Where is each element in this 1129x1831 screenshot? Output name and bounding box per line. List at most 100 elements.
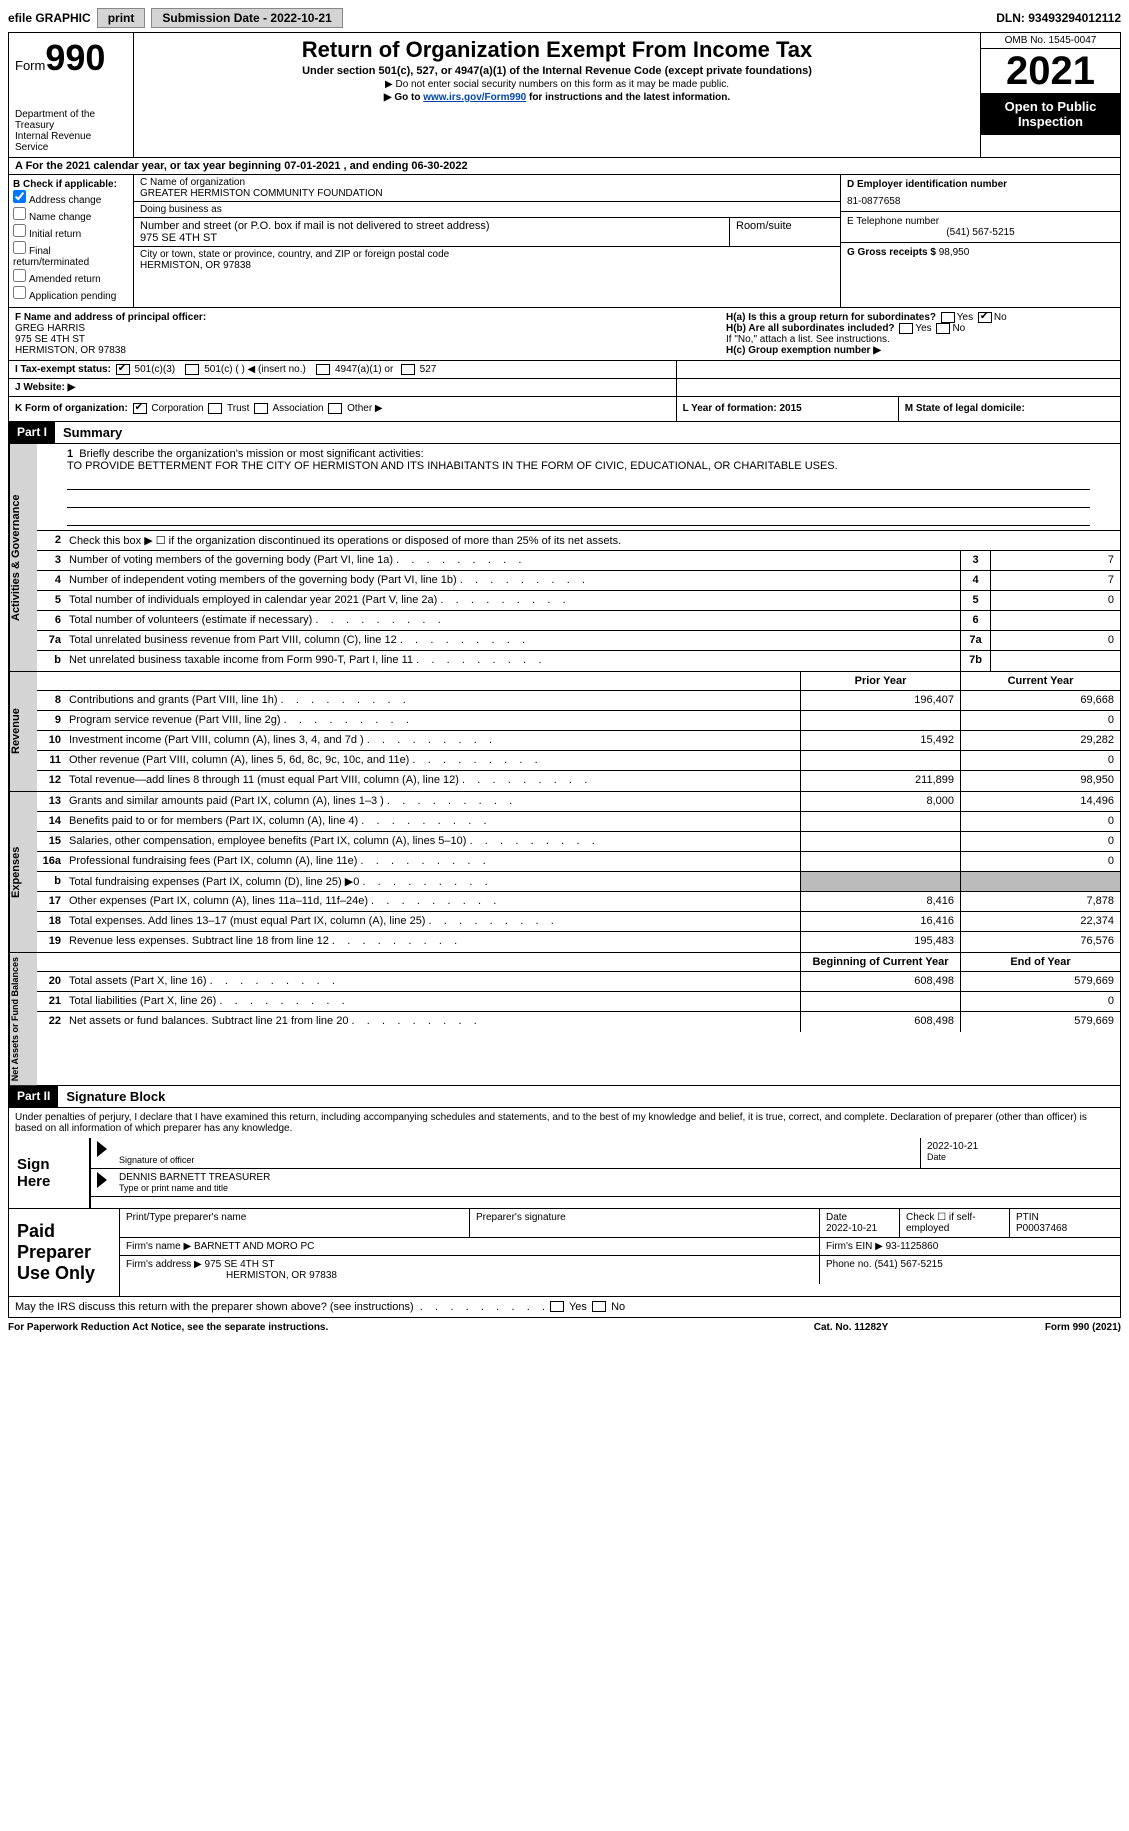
efile-label: efile GRAPHIC bbox=[8, 11, 91, 25]
c-name-label: C Name of organization bbox=[140, 177, 834, 188]
f-label: F Name and address of principal officer: bbox=[15, 312, 714, 323]
may-yes[interactable] bbox=[550, 1301, 564, 1312]
tab-revenue: Revenue bbox=[9, 672, 37, 791]
b-label: B Check if applicable: bbox=[13, 179, 129, 190]
form-number: Form990 bbox=[15, 37, 127, 79]
room-label: Room/suite bbox=[730, 218, 840, 246]
form-ref: Form 990 (2021) bbox=[941, 1322, 1121, 1333]
firm-name: BARNETT AND MORO PC bbox=[194, 1241, 314, 1252]
summary-line: 18 Total expenses. Add lines 13–17 (must… bbox=[37, 912, 1120, 932]
may-no[interactable] bbox=[592, 1301, 606, 1312]
hc-line: H(c) Group exemption number ▶ bbox=[726, 345, 1114, 356]
row-j-website: J Website: ▶ bbox=[9, 379, 676, 396]
chk-corp[interactable] bbox=[133, 403, 147, 414]
prep-self-employed: Check ☐ if self-employed bbox=[900, 1209, 1010, 1237]
sign-here-label: Sign Here bbox=[9, 1138, 89, 1208]
summary-line: b Net unrelated business taxable income … bbox=[37, 651, 1120, 671]
ptin-label: PTIN bbox=[1016, 1212, 1039, 1223]
paperwork-notice: For Paperwork Reduction Act Notice, see … bbox=[8, 1322, 761, 1333]
paid-preparer-label: Paid Preparer Use Only bbox=[9, 1209, 119, 1296]
chk-other[interactable] bbox=[328, 403, 342, 414]
tel-label: E Telephone number bbox=[847, 216, 1114, 227]
dept-treasury: Department of the Treasury bbox=[15, 109, 127, 131]
part1-header: Part I bbox=[9, 422, 55, 443]
chk-4947[interactable] bbox=[316, 364, 330, 375]
open-inspection: Open to Public Inspection bbox=[981, 93, 1120, 135]
firm-name-label: Firm's name ▶ bbox=[126, 1241, 191, 1252]
hb-yes[interactable] bbox=[899, 323, 913, 334]
firm-addr-label: Firm's address ▶ bbox=[126, 1259, 202, 1270]
hb-line: H(b) Are all subordinates included? Yes … bbox=[726, 323, 1114, 334]
col-beginning: Beginning of Current Year bbox=[800, 953, 960, 971]
org-city: HERMISTON, OR 97838 bbox=[140, 260, 834, 271]
hb-note: If "No," attach a list. See instructions… bbox=[726, 334, 1114, 345]
row-f-h: F Name and address of principal officer:… bbox=[8, 308, 1121, 361]
ein-value: 81-0877658 bbox=[847, 196, 1114, 207]
row-hc-cont bbox=[676, 361, 1120, 378]
part2-header: Part II bbox=[9, 1086, 58, 1107]
officer-printed-name: DENNIS BARNETT TREASURER bbox=[119, 1172, 1114, 1183]
ssn-warning: ▶ Do not enter social security numbers o… bbox=[142, 79, 972, 90]
row-m-domicile: M State of legal domicile: bbox=[898, 397, 1120, 420]
print-button[interactable]: print bbox=[97, 8, 146, 28]
row-i: I Tax-exempt status: 501(c)(3) 501(c) ( … bbox=[9, 361, 676, 378]
chk-name-change[interactable]: Name change bbox=[13, 207, 129, 223]
summary-line: 3 Number of voting members of the govern… bbox=[37, 551, 1120, 571]
summary-line: 6 Total number of volunteers (estimate i… bbox=[37, 611, 1120, 631]
ptin-value: P00037468 bbox=[1016, 1223, 1067, 1234]
summary-line: 13 Grants and similar amounts paid (Part… bbox=[37, 792, 1120, 812]
sig-officer-label: Signature of officer bbox=[119, 1155, 914, 1165]
prep-date-label: Date bbox=[826, 1212, 847, 1223]
firm-addr2: HERMISTON, OR 97838 bbox=[226, 1270, 337, 1281]
summary-line: 17 Other expenses (Part IX, column (A), … bbox=[37, 892, 1120, 912]
chk-trust[interactable] bbox=[208, 403, 222, 414]
section-b-through-g: B Check if applicable: Address change Na… bbox=[8, 175, 1121, 308]
prep-sig-label: Preparer's signature bbox=[476, 1212, 566, 1223]
summary-line: 4 Number of independent voting members o… bbox=[37, 571, 1120, 591]
firm-phone-label: Phone no. bbox=[826, 1259, 872, 1270]
chk-final-return[interactable]: Final return/terminated bbox=[13, 241, 129, 268]
summary-line: b Total fundraising expenses (Part IX, c… bbox=[37, 872, 1120, 892]
tab-expenses: Expenses bbox=[9, 792, 37, 952]
part2-title: Signature Block bbox=[58, 1086, 173, 1107]
chk-amended-return[interactable]: Amended return bbox=[13, 269, 129, 285]
sig-date-value: 2022-10-21 bbox=[927, 1141, 1114, 1152]
summary-line: 7a Total unrelated business revenue from… bbox=[37, 631, 1120, 651]
ha-yes[interactable] bbox=[941, 312, 955, 323]
form-header: Form990 Department of the Treasury Inter… bbox=[8, 32, 1121, 158]
row-k: K Form of organization: Corporation Trus… bbox=[9, 397, 676, 420]
org-address: 975 SE 4TH ST bbox=[140, 232, 723, 244]
prep-name-label: Print/Type preparer's name bbox=[126, 1212, 246, 1223]
irs-link[interactable]: www.irs.gov/Form990 bbox=[423, 92, 526, 103]
prep-date-value: 2022-10-21 bbox=[826, 1223, 877, 1234]
summary-line: 8 Contributions and grants (Part VIII, l… bbox=[37, 691, 1120, 711]
officer-addr1: 975 SE 4TH ST bbox=[15, 334, 714, 345]
part1-title: Summary bbox=[55, 422, 130, 443]
col-end: End of Year bbox=[960, 953, 1120, 971]
chk-527[interactable] bbox=[401, 364, 415, 375]
tab-activities: Activities & Governance bbox=[9, 444, 37, 671]
chk-assoc[interactable] bbox=[254, 403, 268, 414]
firm-ein: 93-1125860 bbox=[886, 1241, 939, 1252]
ha-no[interactable] bbox=[978, 312, 992, 323]
summary-line: 19 Revenue less expenses. Subtract line … bbox=[37, 932, 1120, 952]
summary-line: 14 Benefits paid to or for members (Part… bbox=[37, 812, 1120, 832]
firm-addr: 975 SE 4TH ST bbox=[205, 1259, 275, 1270]
line1-label: Briefly describe the organization's miss… bbox=[79, 448, 423, 460]
summary-line: 22 Net assets or fund balances. Subtract… bbox=[37, 1012, 1120, 1032]
addr-label: Number and street (or P.O. box if mail i… bbox=[140, 220, 723, 232]
tax-year: 2021 bbox=[981, 49, 1120, 93]
form-title: Return of Organization Exempt From Incom… bbox=[142, 37, 972, 63]
chk-address-change[interactable]: Address change bbox=[13, 190, 129, 206]
dba-label: Doing business as bbox=[134, 202, 840, 218]
ha-line: H(a) Is this a group return for subordin… bbox=[726, 312, 1114, 323]
goto-line: ▶ Go to www.irs.gov/Form990 for instruct… bbox=[142, 92, 972, 103]
chk-application-pending[interactable]: Application pending bbox=[13, 286, 129, 302]
firm-phone: (541) 567-5215 bbox=[874, 1259, 942, 1270]
chk-501c3[interactable] bbox=[116, 364, 130, 375]
summary-line: 21 Total liabilities (Part X, line 26) 0 bbox=[37, 992, 1120, 1012]
officer-addr2: HERMISTON, OR 97838 bbox=[15, 345, 714, 356]
chk-501c[interactable] bbox=[185, 364, 199, 375]
hb-no[interactable] bbox=[936, 323, 950, 334]
chk-initial-return[interactable]: Initial return bbox=[13, 224, 129, 240]
